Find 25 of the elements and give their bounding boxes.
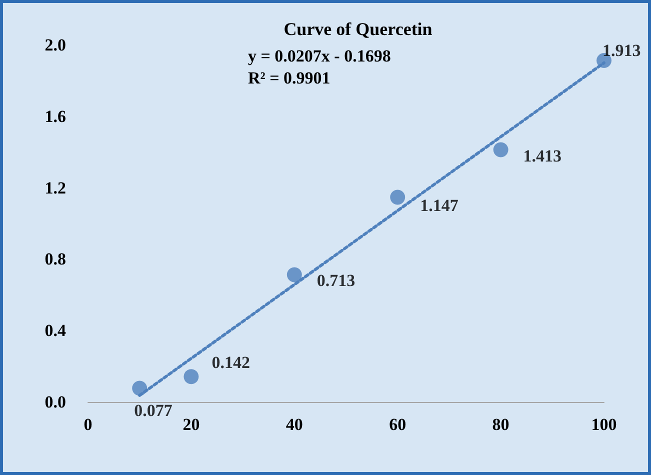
y-tick-label: 1.2 bbox=[44, 178, 66, 198]
x-tick-label: 40 bbox=[286, 415, 303, 434]
data-label: 1.147 bbox=[420, 196, 459, 215]
data-label: 0.142 bbox=[212, 353, 250, 372]
point bbox=[132, 380, 148, 396]
x-tick-label: 100 bbox=[591, 415, 617, 434]
chart-title: Curve of Quercetin bbox=[284, 19, 432, 39]
y-tick-label: 1.6 bbox=[44, 106, 66, 126]
annotation: y = 0.0207x - 0.1698 R² = 0.9901 bbox=[248, 46, 391, 88]
point bbox=[390, 190, 406, 205]
y-tick-label: 0.4 bbox=[44, 321, 66, 340]
point bbox=[493, 142, 508, 158]
y-tick-label: 0.0 bbox=[44, 392, 66, 412]
y-tick-label: 0.8 bbox=[44, 250, 66, 269]
x-tick-label: 80 bbox=[492, 415, 510, 434]
data-label: 1.413 bbox=[523, 146, 562, 166]
data-label: 0.077 bbox=[134, 400, 173, 420]
y-tick-label: 2.0 bbox=[44, 36, 66, 54]
x-tick-label: 60 bbox=[389, 415, 406, 434]
data-label: 0.713 bbox=[316, 271, 356, 290]
data-label: 1.913 bbox=[602, 41, 641, 60]
x-tick-label: 20 bbox=[182, 415, 200, 434]
x-tick-label: 0 bbox=[84, 415, 92, 434]
point bbox=[184, 369, 199, 384]
point bbox=[286, 267, 302, 282]
